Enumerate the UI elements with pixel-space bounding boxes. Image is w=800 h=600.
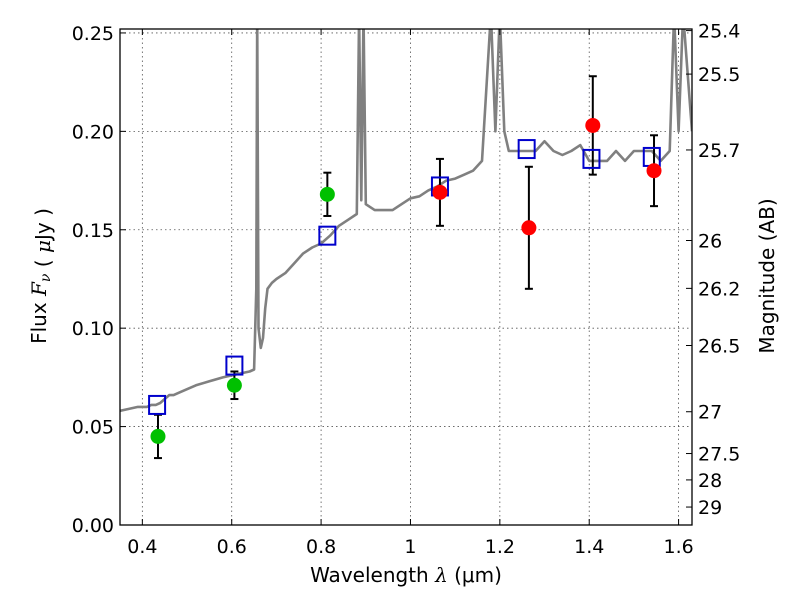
- y2-axis-title: Magnitude (AB): [755, 198, 779, 353]
- x-axis-title-text: Wavelength λ (μm): [310, 563, 502, 587]
- y-axis-title-nu: ν: [38, 273, 54, 282]
- mag-tick-label: 26.2: [698, 278, 740, 300]
- markers: [148, 117, 662, 444]
- x-tick-label: 1.6: [663, 536, 693, 558]
- mag-tick-label: 26.5: [698, 335, 740, 357]
- mag-tick-label: 28: [698, 470, 722, 492]
- observed-point: [432, 184, 448, 200]
- x-axis-title-word: Wavelength: [310, 563, 435, 587]
- observed-point: [521, 220, 537, 236]
- observed-point: [585, 117, 601, 133]
- plot-background: [120, 29, 692, 525]
- plot-area: [120, 29, 692, 460]
- y-tick-label: 0.10: [72, 318, 114, 340]
- y-tick-label: 0.05: [72, 417, 114, 439]
- observed-point: [226, 377, 242, 393]
- spectrum-line: [120, 29, 692, 413]
- observed-point: [319, 186, 335, 202]
- observed-point: [646, 163, 662, 179]
- model-photometry-square: [148, 394, 167, 415]
- mag-tick-label: 26: [698, 231, 722, 253]
- y-tick-label: 0.25: [72, 23, 114, 45]
- plot-frame: [119, 28, 693, 526]
- x-tick-label: 0.8: [306, 536, 336, 558]
- x-tick-label: 1.2: [485, 536, 515, 558]
- y-tick-label: 0.20: [72, 121, 114, 143]
- mag-tick-label: 25.5: [698, 64, 740, 86]
- mag-tick-label: 29: [698, 497, 722, 519]
- ticks: [120, 29, 692, 526]
- mag-tick-label: 25.4: [698, 21, 740, 43]
- y-axis-title-unit: Jy ): [31, 208, 55, 242]
- model-photometry-square: [318, 225, 337, 246]
- x-axis-title-unit: (μm): [448, 563, 502, 587]
- y-axis-title-paren: (: [31, 253, 55, 274]
- model-photometry-square: [517, 139, 536, 160]
- observed-point: [150, 428, 166, 444]
- model-photometry-square: [225, 355, 244, 376]
- y-axis-title-F: F: [27, 281, 51, 297]
- y-axis-title-word: Flux: [27, 296, 51, 344]
- y-tick-label: 0.15: [72, 220, 114, 242]
- y-tick-label: 0.00: [72, 515, 114, 537]
- mag-tick-label: 25.7: [698, 140, 740, 162]
- y-axis-title: Flux Fν ( μJy ): [27, 208, 55, 344]
- spectrum-layer: [120, 29, 692, 413]
- x-axis-title: Wavelength λ (μm): [310, 563, 502, 587]
- x-tick-label: 0.6: [217, 536, 247, 558]
- x-tick-label: 1.4: [574, 536, 604, 558]
- x-axis-title-lambda: λ: [434, 563, 448, 587]
- x-tick-label: 1: [404, 536, 416, 558]
- y-axis-title-mu: μ: [31, 240, 55, 253]
- error-bars: [153, 75, 659, 460]
- x-tick-label: 0.4: [127, 536, 157, 558]
- mag-tick-label: 27: [698, 402, 722, 424]
- model-photometry-square: [582, 148, 601, 169]
- mag-tick-label: 27.5: [698, 444, 740, 466]
- tick-labels: 0.4 0.6 0.8 1 1.2 1.4 1.6 0.00 0.05 0.10 0.15 0.20 0…: [72, 21, 741, 558]
